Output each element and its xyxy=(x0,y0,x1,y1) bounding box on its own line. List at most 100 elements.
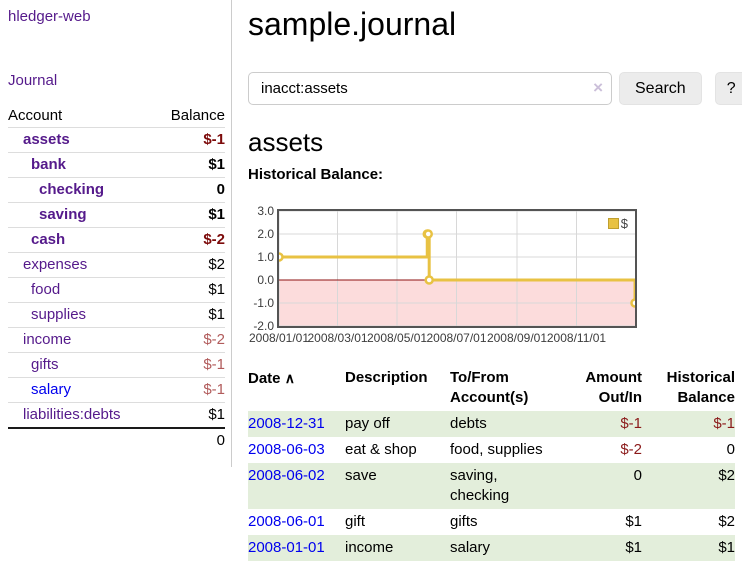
register-accounts: food, supplies xyxy=(450,441,543,458)
account-balance: $-1 xyxy=(154,352,225,378)
register-description: income xyxy=(345,535,450,561)
x-axis-label: 2008/11/01 xyxy=(546,331,607,345)
register-accounts: salary xyxy=(450,535,558,561)
account-balance: $1 xyxy=(154,302,225,328)
account-row: food $1 xyxy=(8,277,225,303)
account-link[interactable]: assets xyxy=(23,131,70,148)
register-amount: 0 xyxy=(558,463,642,509)
account-link[interactable]: supplies xyxy=(31,306,87,323)
account-row: expenses $2 xyxy=(8,252,225,278)
account-balance: $1 xyxy=(154,402,225,428)
account-link[interactable]: saving xyxy=(39,206,87,223)
register-row: 2008-12-31 pay off debts $-1 $-1 xyxy=(248,411,735,437)
account-link[interactable]: bank xyxy=(31,156,67,173)
register-balance: $2 xyxy=(642,463,735,509)
register-row: 2008-06-01 gift gifts $1 $2 xyxy=(248,509,735,535)
register-description: gift xyxy=(345,513,366,530)
account-link[interactable]: cash xyxy=(31,231,66,248)
search-button[interactable]: Search xyxy=(619,72,702,105)
data-point-marker xyxy=(423,229,433,239)
account-row: bank $1 xyxy=(8,152,225,178)
sidebar: hledger-web Journal Account Balance asse… xyxy=(0,0,232,467)
balance-chart: $ 3.0 2.0 1.0 0.0 -1.0 -2.0 2008/01/01 2008/03/… xyxy=(248,203,742,345)
register-balance: $1 xyxy=(642,535,735,561)
legend-label: $ xyxy=(620,216,628,231)
column-header-date-label: Date xyxy=(248,370,281,387)
help-button[interactable]: ? xyxy=(714,72,742,105)
account-row: saving $1 xyxy=(8,202,225,228)
main-content: sample.journal × Search ? assets Histori… xyxy=(232,0,742,561)
register-balance: 0 xyxy=(726,441,735,458)
accounts-header-account: Account xyxy=(8,107,63,124)
legend-swatch-icon xyxy=(607,218,619,229)
column-header-balance: Historical Balance xyxy=(666,369,735,406)
register-accounts: saving, checking xyxy=(450,463,558,509)
page-title: sample.journal xyxy=(248,6,457,42)
register-accounts: gifts xyxy=(450,513,478,530)
register-date-link[interactable]: 2008-01-01 xyxy=(248,539,325,556)
register-amount: $-2 xyxy=(620,441,642,458)
search-input[interactable] xyxy=(248,72,612,105)
account-link[interactable]: liabilities:debts xyxy=(23,406,121,423)
register-date-link[interactable]: 2008-12-31 xyxy=(248,415,325,432)
account-row: checking 0 xyxy=(8,177,225,203)
chart-plot-svg xyxy=(279,211,635,326)
sort-asc-icon: ∧ xyxy=(284,370,295,386)
register-date-link[interactable]: 2008-06-01 xyxy=(248,513,325,530)
register-balance: $-1 xyxy=(642,411,735,437)
column-header-accounts: To/From Account(s) xyxy=(450,369,529,406)
account-row: liabilities:debts $1 xyxy=(8,402,225,428)
account-balance: $-1 xyxy=(154,377,225,403)
account-link[interactable]: income xyxy=(23,331,72,348)
register-description: save xyxy=(345,463,450,509)
account-row: cash $-2 xyxy=(8,227,225,253)
accounts-table: Account Balance assets $-1 bank $1 checking 0… xyxy=(8,105,225,453)
accounts-header-balance: Balance xyxy=(170,107,225,124)
register-header-row: Date ∧ Description To/From Account(s) Am… xyxy=(248,366,735,411)
account-link[interactable]: checking xyxy=(39,181,105,198)
chart-plot-area: $ xyxy=(277,209,637,328)
register-row: 2008-01-01 income salary $1 $1 xyxy=(248,535,735,561)
account-row: salary $-1 xyxy=(8,377,225,403)
chart-title: Historical Balance: xyxy=(248,166,384,183)
register-date-link[interactable]: 2008-06-02 xyxy=(248,467,325,484)
account-balance: $-2 xyxy=(154,227,225,253)
y-axis-label: 1.0 xyxy=(257,250,274,264)
account-link[interactable]: gifts xyxy=(31,356,59,373)
register-amount: $-1 xyxy=(558,411,642,437)
register-balance: $2 xyxy=(718,513,735,530)
account-balance: $-2 xyxy=(154,327,225,353)
x-axis-label: 2008/03/01 xyxy=(307,331,368,345)
y-axis-label: 2.0 xyxy=(257,227,274,241)
register-amount: $1 xyxy=(625,513,642,530)
x-axis-label: 2008/09/01 xyxy=(486,331,547,345)
account-balance: $1 xyxy=(154,277,225,303)
accounts-header-row: Account Balance xyxy=(8,105,225,128)
chart-legend: $ xyxy=(607,216,628,231)
account-row: supplies $1 xyxy=(8,302,225,328)
search-bar: × Search ? xyxy=(248,72,742,105)
column-header-amount: Amount Out/In xyxy=(585,369,642,406)
register-description: eat & shop xyxy=(345,441,417,458)
x-axis-label: 2008/07/01 xyxy=(426,331,487,345)
account-balance: $1 xyxy=(154,202,225,228)
account-link[interactable]: food xyxy=(31,281,61,298)
data-point-marker xyxy=(424,275,434,285)
account-row: assets $-1 xyxy=(8,127,225,153)
account-balance: $-1 xyxy=(154,127,225,153)
account-link[interactable]: expenses xyxy=(23,256,88,273)
register-date-link[interactable]: 2008-06-03 xyxy=(248,441,325,458)
x-axis-label: 2008/05/01 xyxy=(366,331,428,345)
data-point-marker xyxy=(279,252,284,262)
brand-link[interactable]: hledger-web xyxy=(8,8,91,25)
account-balance: 0 xyxy=(154,177,225,203)
column-header-date[interactable]: Date ∧ xyxy=(248,366,345,411)
x-axis-label: 2008/01/01 xyxy=(248,331,310,345)
sidebar-item-journal[interactable]: Journal xyxy=(8,72,58,89)
account-balance: $1 xyxy=(154,152,225,178)
clear-search-icon[interactable]: × xyxy=(593,78,603,97)
accounts-total-row: 0 xyxy=(8,427,225,453)
register-row: 2008-06-02 save saving, checking 0 $2 xyxy=(248,463,735,509)
register-accounts: debts xyxy=(450,411,558,437)
account-link[interactable]: salary xyxy=(31,381,72,398)
